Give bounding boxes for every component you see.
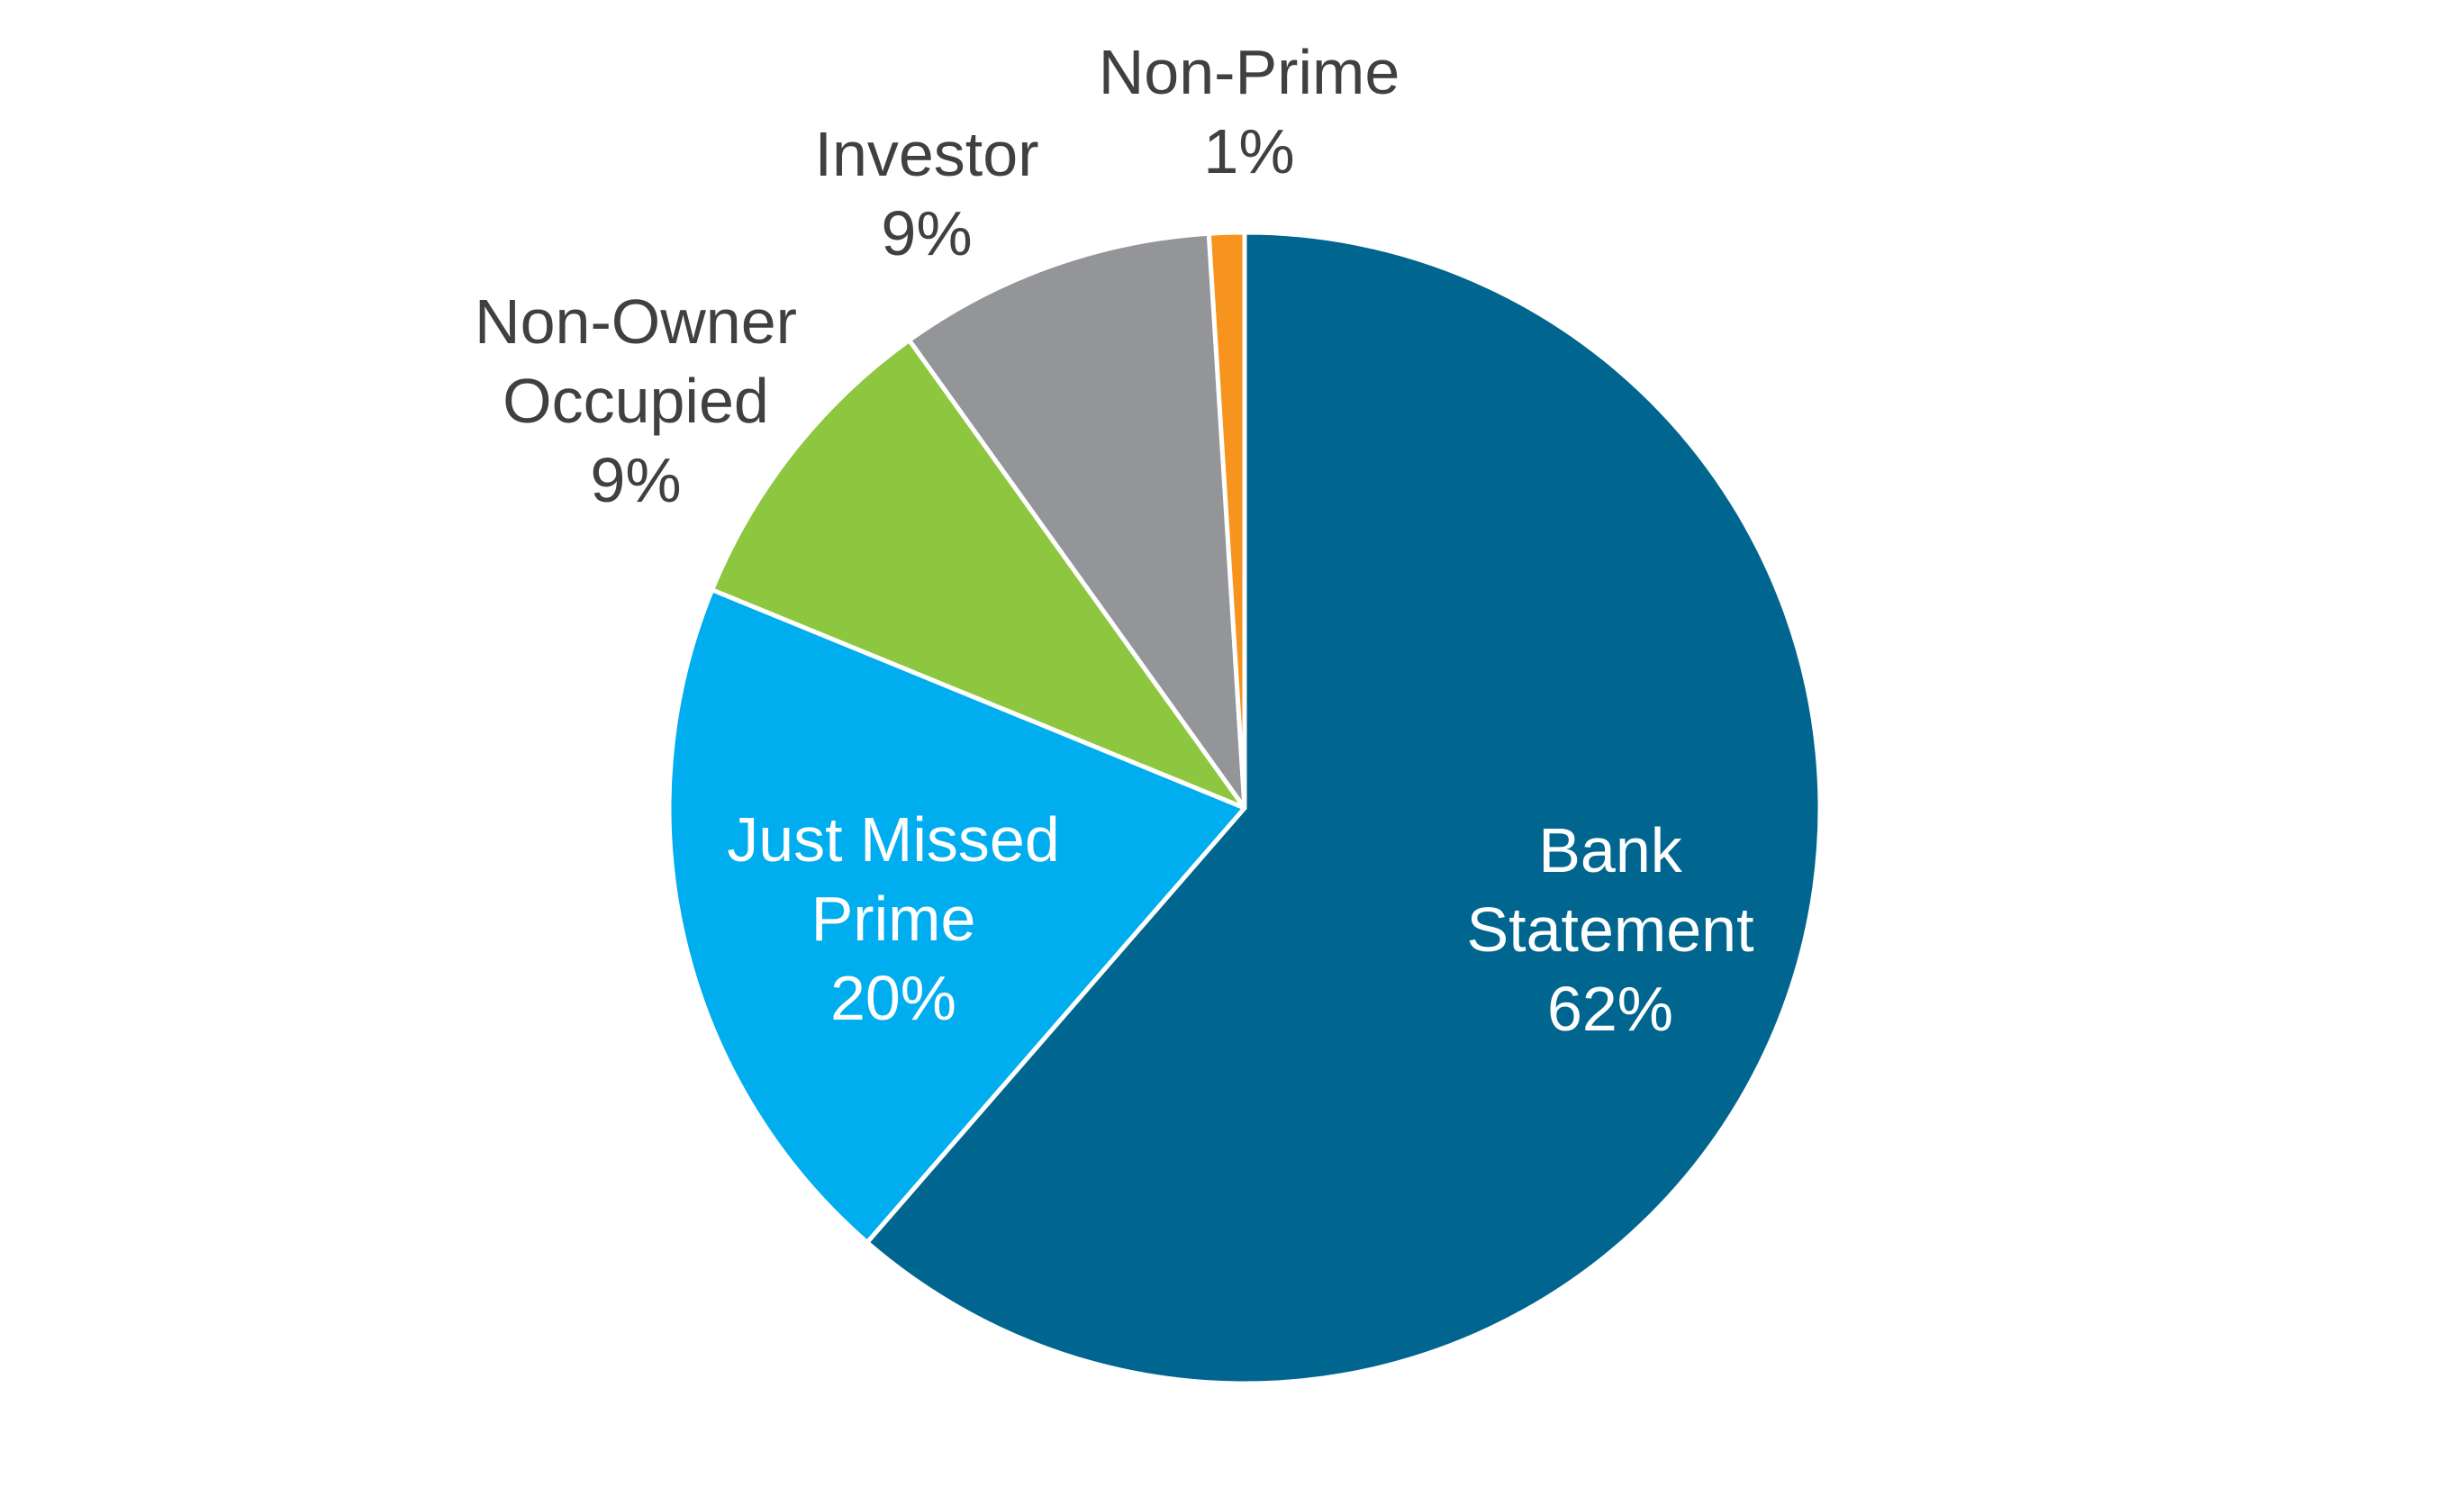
pie-slice: [710, 338, 1247, 811]
category-label: Bank Statement: [1466, 815, 1754, 965]
value-label: 20%: [829, 963, 957, 1033]
value-label: 9%: [881, 198, 973, 268]
category-label: Non-Owner Occupied: [475, 286, 797, 436]
slice-label: Investor 9%: [702, 114, 1152, 273]
slice-label: Non-Prime 1%: [1024, 32, 1474, 191]
slice-label: Bank Statement 62%: [1430, 811, 1790, 1048]
value-label: 1%: [1203, 116, 1295, 186]
value-label: 62%: [1546, 974, 1674, 1044]
category-label: Just Missed Prime: [727, 804, 1060, 954]
slice-label: Just Missed Prime 20%: [704, 800, 1083, 1038]
category-label: Investor: [814, 119, 1039, 189]
category-label: Non-Prime: [1098, 37, 1400, 107]
pie-slice: [865, 230, 1823, 1386]
value-label: 9%: [590, 445, 682, 515]
pie-slice: [1206, 230, 1247, 811]
slice-label: Non-Owner Occupied 9%: [456, 282, 816, 520]
pie-slice: [666, 587, 1247, 1245]
pie-slice: [907, 231, 1247, 811]
